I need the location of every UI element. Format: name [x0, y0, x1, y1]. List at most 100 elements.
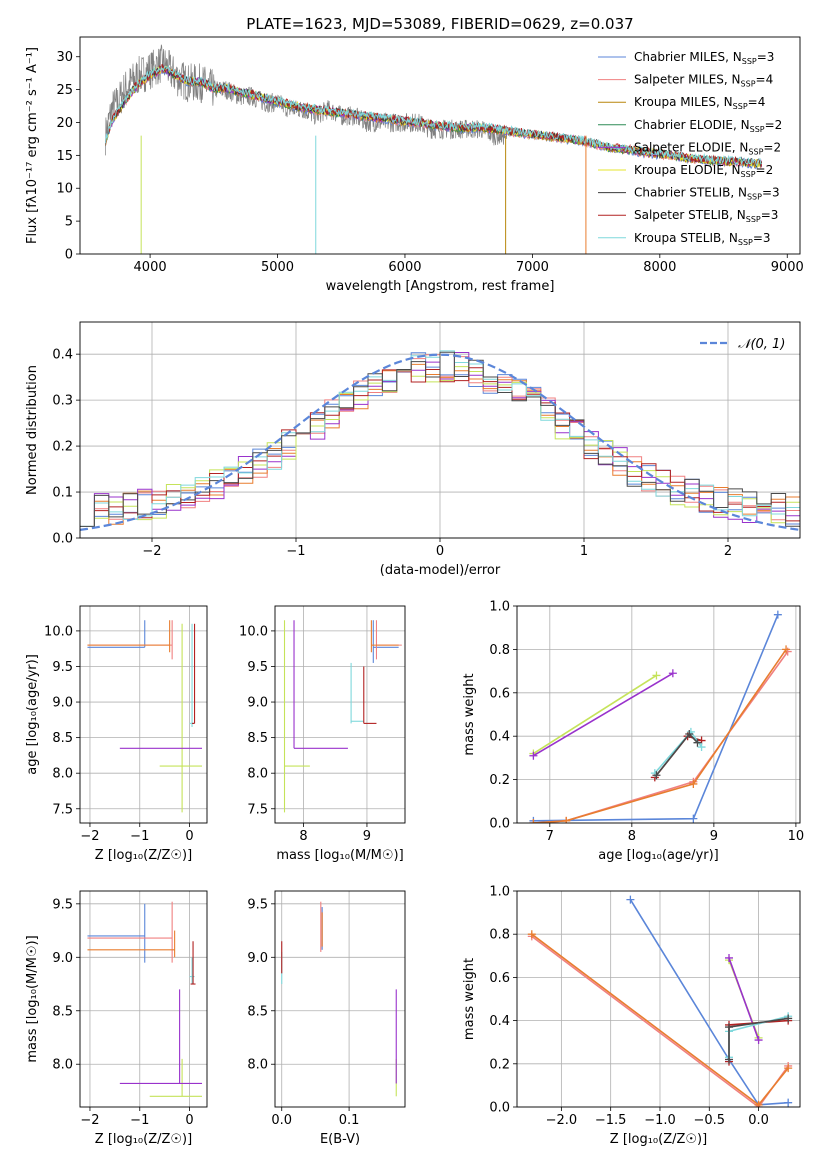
y-tick-label: 8.0	[247, 767, 268, 782]
y-tick-label: 9.5	[247, 660, 268, 675]
x-tick-label: 4000	[134, 260, 167, 275]
age-massweight-ylabel: mass weight	[462, 673, 477, 755]
y-tick-label: 30	[56, 50, 73, 65]
y-tick-label: 8.0	[247, 1058, 268, 1073]
legend-entry: Chabrier STELIB, NSSP=3	[634, 186, 780, 202]
y-tick-label: 0.4	[489, 730, 510, 745]
x-tick-label: 0.0	[748, 1113, 769, 1128]
y-tick-label: 5	[65, 215, 73, 230]
y-tick-label: 0.1	[52, 486, 73, 501]
z-age-plot	[87, 620, 203, 813]
y-tick-label: 0.2	[52, 440, 73, 455]
y-tick-label: 0.8	[489, 928, 510, 943]
x-tick-label: −1.0	[644, 1113, 676, 1128]
residuals-ylabel: Normed distribution	[25, 365, 40, 495]
x-tick-label: −2.0	[546, 1113, 578, 1128]
age-massweight-axes: 7 8 9 10 0.0 0.2 0.4 0.6 0.8 1.0 age [log₁₀(age/yr…	[462, 600, 804, 864]
ebv-mass-xlabel: E(B-V)	[320, 1132, 360, 1147]
age-massweight-xlabel: age [log₁₀(age/yr)]	[598, 848, 719, 863]
z-massweight-ylabel: mass weight	[462, 958, 477, 1040]
y-tick-label: 9.0	[247, 951, 268, 966]
y-tick-label: 25	[56, 83, 73, 98]
legend-entry: Kroupa MILES, NSSP=4	[634, 95, 765, 111]
data-point	[87, 620, 173, 660]
plus-marker	[689, 779, 698, 788]
mass-age-xlabel: mass [log₁₀(M/M☉)]	[276, 848, 403, 863]
legend-entry: 𝒩(0, 1)	[738, 337, 785, 352]
series-line	[533, 651, 789, 823]
residuals-frame	[79, 321, 801, 539]
y-tick-label: 7.5	[247, 802, 268, 817]
legend-entry: Kroupa STELIB, NSSP=3	[634, 231, 771, 247]
chart-layer: 4000 5000 6000 7000 8000 9000 0 5 10 15 20 25 30 wave…	[25, 36, 804, 1147]
x-tick-label: 9	[710, 829, 718, 844]
y-tick-label: 10.0	[239, 624, 268, 639]
data-point	[87, 620, 146, 648]
x-tick-label: 8000	[643, 260, 676, 275]
plus-marker	[784, 1098, 793, 1107]
z-mass-ylabel: mass [log₁₀(M/M☉)]	[25, 935, 40, 1062]
z-massweight-xlabel: Z [log₁₀(Z/Z☉)]	[610, 1132, 707, 1147]
plus-marker	[725, 1023, 734, 1032]
z-massweight-plot	[527, 895, 793, 1107]
y-tick-label: 9.5	[52, 897, 73, 912]
normal-curve	[80, 353, 800, 531]
y-tick-label: 20	[56, 116, 73, 131]
y-tick-label: 8.5	[52, 731, 73, 746]
observed-spectrum	[105, 44, 508, 156]
y-tick-label: 0.4	[489, 1014, 510, 1029]
y-tick-label: 0.0	[52, 532, 73, 547]
y-tick-label: 8.5	[247, 1004, 268, 1019]
x-tick-label: 7000	[516, 260, 549, 275]
y-tick-label: 0.0	[489, 1101, 510, 1116]
y-tick-label: 0.6	[489, 686, 510, 701]
data-point	[189, 623, 195, 727]
y-tick-label: 0.6	[489, 971, 510, 986]
x-tick-label: 0.1	[339, 1113, 360, 1128]
plus-marker	[529, 751, 538, 760]
plus-marker	[652, 671, 661, 680]
mass-age-frame	[274, 605, 406, 824]
ebv-mass-frame	[274, 890, 406, 1108]
y-tick-label: 0.4	[52, 348, 73, 363]
spectrum-xlabel: wavelength [Angstrom, rest frame]	[326, 279, 555, 294]
series-line	[728, 957, 760, 1041]
ebv-mass-plot	[281, 901, 397, 1097]
mass-age-axes: 8 9 7.5 8.0 8.5 9.0 9.5 10.0 mass [log₁₀(M/M☉)]	[239, 606, 405, 863]
x-tick-label: −2	[142, 544, 161, 559]
data-point	[350, 662, 364, 724]
y-tick-label: 1.0	[489, 885, 510, 900]
x-tick-label: −1	[286, 544, 305, 559]
z-massweight-frame	[516, 890, 801, 1108]
residuals-xlabel: (data-model)/error	[380, 563, 501, 578]
z-age-axes: −2 −1 0 7.5 8.0 8.5 9.0 9.5 10.0 Z [log₁₀(Z/Z☉)] a…	[25, 606, 207, 863]
x-tick-label: 9	[363, 829, 371, 844]
data-point	[87, 930, 176, 958]
x-tick-label: 10	[788, 829, 805, 844]
x-tick-label: −1.5	[595, 1113, 627, 1128]
z-mass-axes: −2 −1 0 8.0 8.5 9.0 9.5 Z [log₁₀(Z/Z☉)] mass [lo…	[25, 891, 207, 1147]
spectrum-legend: Chabrier MILES, NSSP=3 Salpeter MILES, NS…	[598, 50, 782, 247]
series-line	[532, 674, 657, 755]
x-tick-label: 0	[185, 829, 193, 844]
series-line	[655, 732, 699, 776]
spectrum-axes: 4000 5000 6000 7000 8000 9000 0 5 10 15 20 25 30 wave…	[25, 47, 804, 294]
data-point	[283, 620, 310, 813]
age-massweight-frame	[516, 605, 801, 824]
x-tick-label: −2	[80, 829, 99, 844]
y-tick-label: 8.0	[52, 1058, 73, 1073]
x-tick-label: 9000	[771, 260, 804, 275]
x-tick-label: 5000	[261, 260, 294, 275]
data-point	[87, 620, 171, 653]
data-point	[119, 989, 203, 1085]
y-tick-label: 15	[56, 149, 73, 164]
data-point	[149, 1058, 203, 1097]
plus-marker	[725, 953, 734, 962]
plus-marker	[626, 895, 635, 904]
y-tick-label: 10	[56, 182, 73, 197]
y-tick-label: 1.0	[489, 600, 510, 615]
legend-entry: Salpeter ELODIE, NSSP=2	[634, 140, 781, 156]
residuals-axes: −2 −1 0 1 2 0.0 0.1 0.2 0.3 0.4 (data-model)/error…	[25, 322, 800, 578]
plus-marker	[562, 816, 571, 823]
x-tick-label: 6000	[388, 260, 421, 275]
